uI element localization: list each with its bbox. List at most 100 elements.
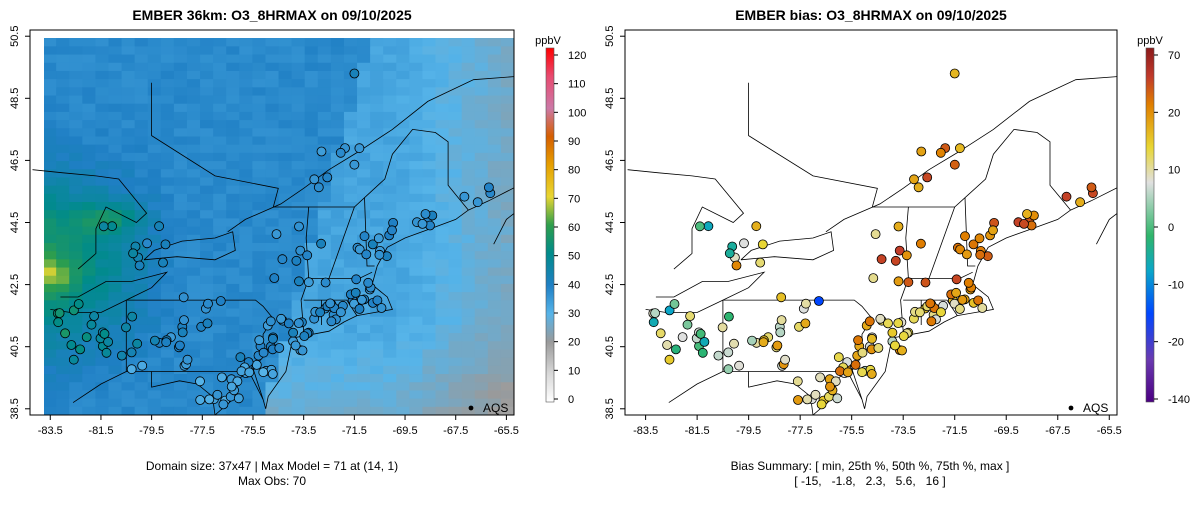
bias-site-marker bbox=[875, 313, 886, 324]
grid-cell bbox=[108, 128, 123, 138]
grid-cell bbox=[134, 300, 149, 310]
grid-cell bbox=[252, 144, 267, 154]
grid-cell bbox=[69, 152, 83, 162]
grid-cell bbox=[134, 283, 149, 293]
bias-site-marker bbox=[776, 292, 787, 303]
grid-cell bbox=[304, 38, 319, 47]
domain-margin bbox=[30, 30, 514, 38]
grid-cell bbox=[69, 38, 83, 47]
obs-site-marker bbox=[75, 344, 85, 355]
grid-cell bbox=[304, 95, 319, 105]
grid-cell bbox=[134, 46, 149, 56]
grid-cell bbox=[108, 390, 123, 400]
grid-cell bbox=[370, 87, 384, 97]
grid-cell bbox=[500, 349, 514, 359]
grid-cell bbox=[108, 62, 123, 72]
bias-site-marker bbox=[873, 343, 884, 353]
grid-cell bbox=[147, 87, 162, 97]
grid-cell bbox=[173, 226, 188, 236]
grid-cell bbox=[396, 292, 410, 301]
grid-cell bbox=[186, 365, 201, 375]
grid-cell bbox=[435, 316, 450, 326]
grid-cell bbox=[278, 193, 293, 203]
obs-site-marker bbox=[204, 394, 215, 405]
grid-cell bbox=[304, 349, 319, 359]
grid-cell bbox=[160, 275, 175, 285]
grid-cell bbox=[134, 177, 149, 187]
grid-cell bbox=[435, 202, 450, 211]
grid-cell bbox=[134, 242, 149, 252]
grid-cell bbox=[422, 308, 437, 318]
grid-cell bbox=[121, 406, 136, 415]
grid-cell bbox=[82, 374, 96, 383]
max-obs-note: Max Obs: 70 bbox=[238, 474, 306, 488]
grid-cell bbox=[186, 103, 201, 113]
grid-cell bbox=[435, 349, 450, 359]
grid-cell bbox=[134, 95, 149, 105]
grid-cell bbox=[330, 79, 345, 88]
grid-cell bbox=[409, 79, 424, 88]
grid-cell bbox=[383, 374, 397, 383]
grid-cell bbox=[108, 177, 123, 187]
grid-cell bbox=[226, 333, 240, 342]
grid-cell bbox=[461, 300, 476, 310]
grid-cell bbox=[121, 54, 136, 64]
grid-cell bbox=[409, 283, 424, 293]
grid-cell bbox=[278, 128, 293, 138]
grid-cell bbox=[186, 234, 201, 244]
grid-cell bbox=[226, 87, 240, 97]
grid-cell bbox=[500, 267, 514, 277]
grid-cell bbox=[278, 365, 293, 375]
grid-cell bbox=[200, 46, 214, 56]
grid-cell bbox=[82, 38, 96, 47]
grid-cell bbox=[200, 406, 214, 415]
grid-cell bbox=[448, 226, 463, 236]
grid-cell bbox=[370, 349, 384, 359]
grid-cell bbox=[304, 169, 319, 179]
grid-cell bbox=[69, 218, 83, 228]
grid-cell bbox=[448, 349, 463, 359]
grid-cell bbox=[383, 398, 397, 408]
grid-cell bbox=[448, 242, 463, 252]
grid-cell bbox=[474, 259, 489, 269]
grid-cell bbox=[95, 300, 110, 310]
grid-cell bbox=[383, 152, 397, 162]
grid-cell bbox=[134, 382, 149, 392]
grid-cell bbox=[357, 128, 371, 138]
right-colorbar-unit: ppbV bbox=[1137, 35, 1163, 47]
grid-cell bbox=[317, 374, 332, 383]
grid-cell bbox=[56, 87, 70, 97]
grid-cell bbox=[186, 202, 201, 211]
grid-cell bbox=[461, 38, 476, 47]
grid-cell bbox=[383, 54, 397, 64]
grid-cell bbox=[317, 398, 332, 408]
left-y-tick-label: 42.5 bbox=[9, 274, 21, 295]
left-x-tick-label: -77.5 bbox=[190, 425, 215, 437]
bias-site-marker bbox=[915, 307, 925, 318]
obs-site-marker bbox=[244, 367, 255, 378]
grid-cell bbox=[500, 111, 514, 121]
grid-cell bbox=[43, 70, 57, 80]
grid-cell bbox=[95, 308, 110, 318]
grid-cell bbox=[396, 226, 410, 236]
grid-cell bbox=[213, 185, 227, 195]
grid-cell bbox=[173, 275, 188, 285]
obs-site-marker bbox=[134, 260, 145, 271]
obs-site-marker bbox=[354, 244, 365, 255]
bias-site-marker bbox=[883, 318, 893, 329]
grid-cell bbox=[200, 87, 214, 97]
grid-cell bbox=[330, 202, 345, 211]
grid-cell bbox=[330, 193, 345, 203]
grid-cell bbox=[265, 95, 280, 105]
grid-cell bbox=[370, 62, 384, 72]
grid-cell bbox=[265, 54, 280, 64]
grid-cell bbox=[69, 349, 83, 359]
grid-cell bbox=[383, 259, 397, 269]
obs-site-marker bbox=[483, 182, 494, 193]
grid-cell bbox=[357, 79, 371, 88]
grid-cell bbox=[357, 374, 371, 383]
grid-cell bbox=[330, 185, 345, 195]
grid-cell bbox=[370, 374, 384, 383]
grid-cell bbox=[448, 79, 463, 88]
bias-site-marker bbox=[792, 376, 803, 387]
